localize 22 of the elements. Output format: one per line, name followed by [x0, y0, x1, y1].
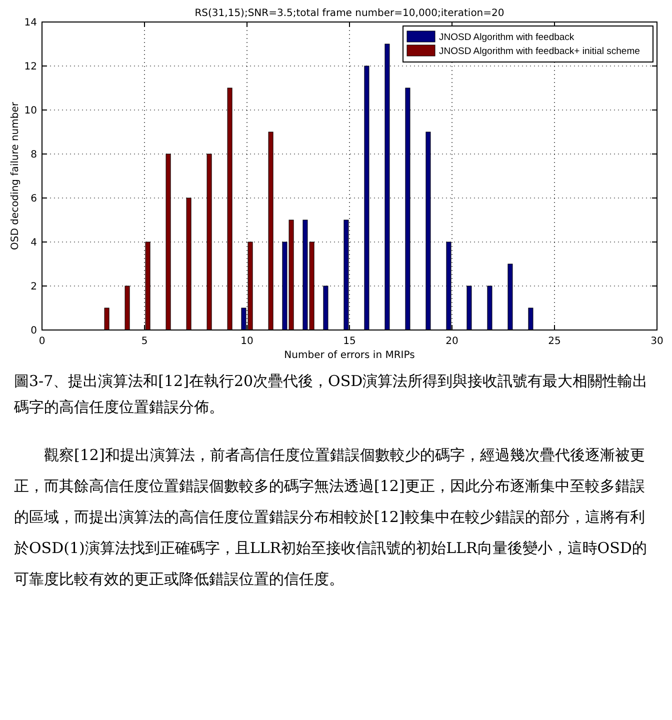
x-axis-title: Number of errors in MRIPs — [284, 350, 415, 361]
y-tick-label: 12 — [24, 62, 37, 72]
text: 觀察[12]和提出演算法，前者高信任度位置錯誤個數較少的碼字，經過幾次疊代後逐漸被更正，而其餘高信任度位置錯誤個數較多的碼字無法透過[12]更正，因此分布逐漸集中至較多錯誤的區域，而提出演算法的高信任度位置錯誤分布相較於[12]較集中在較少錯誤的部分，這將有利於OSD(1)演算法找到正確碼字，且LLR初始至接收信訊號的初始LLR向量後變小，這時OSD的可靠度比較有效的更正或降低錯誤位置的信任度。 — [14, 445, 648, 590]
x-tick-label: 15 — [343, 336, 356, 347]
y-tick-label: 6 — [30, 194, 37, 204]
x-tick-label: 0 — [38, 336, 46, 347]
chart-title: RS(31,15);SNR=3.5;total frame number=10,000;iteration=20 — [194, 8, 504, 19]
caption: 圖3-7、提出演算法和[12]在執行20次疊代後，OSD演算法所得到與接收訊號有最大相關性輸出碼字的高信任度位置錯誤分佈。 — [14, 371, 649, 418]
y-tick-label: 10 — [24, 106, 37, 116]
x-tick-label: 20 — [446, 336, 458, 347]
y-tick-label: 4 — [30, 238, 37, 248]
y-tick-label: 2 — [30, 282, 37, 292]
x-tick-label: 30 — [650, 336, 664, 347]
legend-label: JNOSD Algorithm with feedback+ initial scheme — [439, 46, 640, 57]
x-tick-label: 10 — [240, 336, 254, 347]
y-tick-label: 14 — [24, 18, 37, 28]
x-tick-label: 25 — [548, 336, 561, 347]
x-tick-label: 5 — [141, 336, 148, 347]
y-axis-title: OSD decoding failure number — [10, 101, 21, 250]
y-tick-label: 8 — [30, 150, 37, 160]
y-tick-label: 0 — [30, 326, 37, 336]
legend-label: JNOSD Algorithm with feedback — [439, 32, 574, 43]
